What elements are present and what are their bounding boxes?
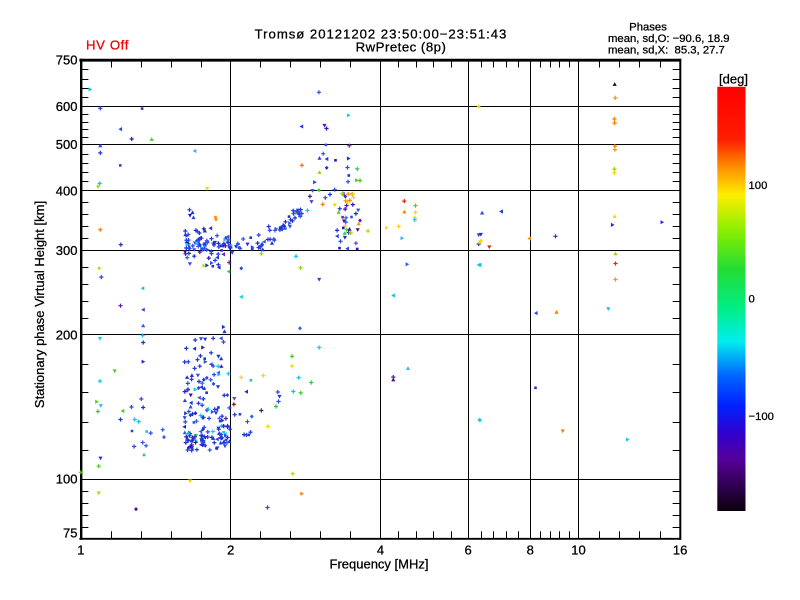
svg-text:500: 500: [56, 137, 78, 152]
svg-text:1: 1: [77, 543, 84, 558]
svg-text:10: 10: [571, 543, 585, 558]
svg-text:100: 100: [749, 180, 768, 192]
svg-text:4: 4: [377, 543, 384, 558]
svg-text:8: 8: [527, 543, 534, 558]
svg-text:Frequency [MHz]: Frequency [MHz]: [330, 557, 429, 572]
svg-text:6: 6: [464, 543, 471, 558]
svg-text:16: 16: [673, 543, 687, 558]
svg-text:−100: −100: [749, 411, 774, 423]
svg-text:mean, sd,X: 85.3, 27.7: mean, sd,X: 85.3, 27.7: [608, 45, 725, 57]
svg-text:2: 2: [227, 543, 234, 558]
svg-text:Tromsø 20121202 23:50:00−23:51: Tromsø 20121202 23:50:00−23:51:43: [255, 27, 508, 42]
svg-text:0: 0: [749, 294, 755, 306]
svg-text:Phases: Phases: [629, 22, 667, 34]
svg-text:RwPretec (8p): RwPretec (8p): [356, 40, 447, 55]
svg-text:750: 750: [56, 53, 78, 68]
svg-text:100: 100: [56, 472, 78, 487]
svg-text:600: 600: [56, 99, 78, 114]
svg-text:75: 75: [63, 525, 77, 540]
svg-text:mean, sd,O: −90.6, 18.9: mean, sd,O: −90.6, 18.9: [608, 33, 730, 45]
svg-text:[deg]: [deg]: [719, 72, 748, 87]
svg-text:HV Off: HV Off: [86, 38, 129, 53]
svg-text:Stationary phase Virtual Heigh: Stationary phase Virtual Height [km]: [32, 201, 47, 408]
svg-text:300: 300: [56, 243, 78, 258]
svg-text:400: 400: [56, 183, 78, 198]
svg-text:200: 200: [56, 327, 78, 342]
